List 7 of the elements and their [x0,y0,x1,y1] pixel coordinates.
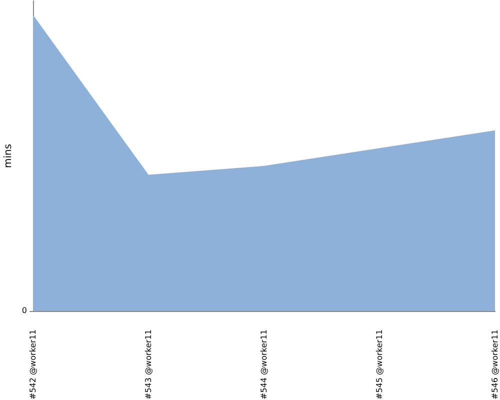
x-tick-label: #543 @worker11 [144,330,153,400]
x-tick-label: #542 @worker11 [28,330,38,400]
y-axis-title: mins [3,144,14,168]
x-tick-label: #544 @worker11 [260,330,268,400]
x-tick-label: #546 @worker11 [490,330,500,400]
text: 0 [22,306,27,315]
x-tick-label: #545 @worker11 [375,330,384,400]
